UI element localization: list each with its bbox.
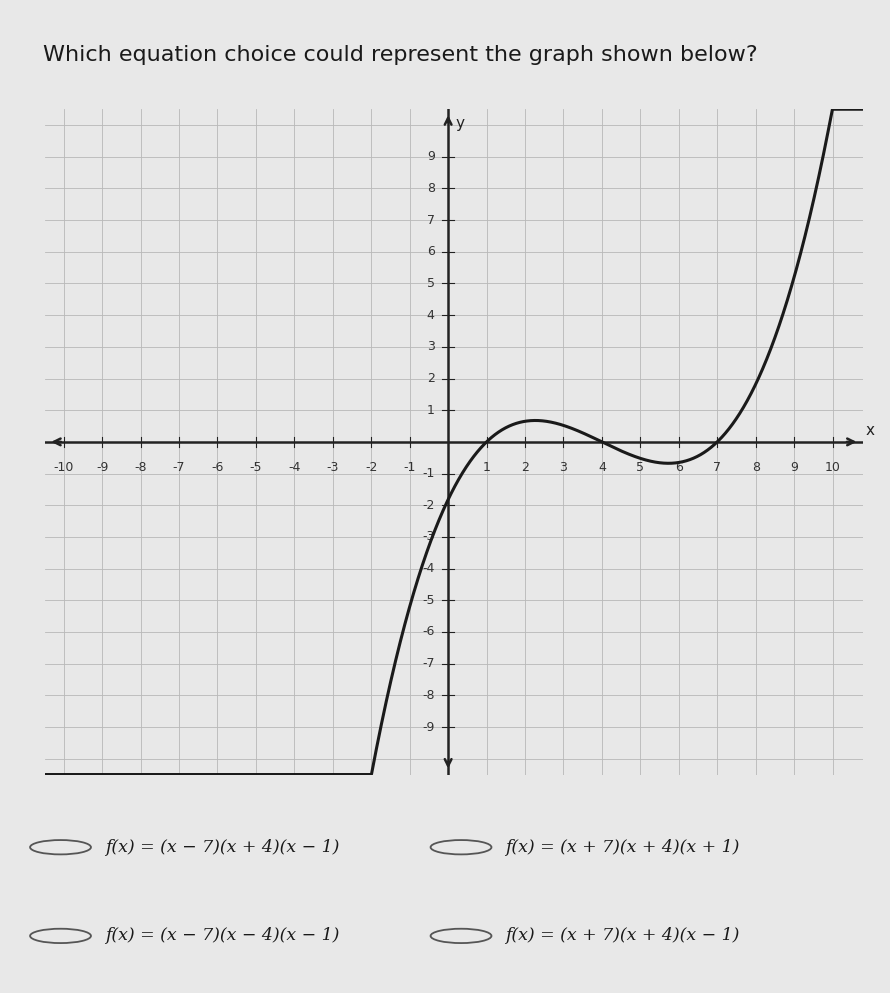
Text: -7: -7 (422, 657, 434, 670)
Text: 10: 10 (825, 461, 840, 474)
Text: -6: -6 (211, 461, 223, 474)
Text: 4: 4 (598, 461, 606, 474)
Text: -2: -2 (422, 498, 434, 511)
Text: -10: -10 (53, 461, 74, 474)
Text: 1: 1 (482, 461, 490, 474)
Text: f(x) = (x + 7)(x + 4)(x + 1): f(x) = (x + 7)(x + 4)(x + 1) (506, 839, 740, 856)
Text: 9: 9 (790, 461, 798, 474)
Text: -5: -5 (422, 594, 434, 607)
Text: -9: -9 (422, 721, 434, 734)
Text: 2: 2 (427, 372, 434, 385)
Text: -3: -3 (422, 530, 434, 543)
Text: -1: -1 (403, 461, 416, 474)
Text: -8: -8 (422, 689, 434, 702)
Text: -4: -4 (422, 562, 434, 575)
Text: -7: -7 (173, 461, 185, 474)
Text: -1: -1 (422, 467, 434, 480)
Text: f(x) = (x + 7)(x + 4)(x − 1): f(x) = (x + 7)(x + 4)(x − 1) (506, 927, 740, 944)
Text: -6: -6 (422, 626, 434, 638)
Text: 8: 8 (426, 182, 434, 195)
Text: -4: -4 (288, 461, 301, 474)
Text: 7: 7 (426, 213, 434, 226)
Text: 8: 8 (752, 461, 760, 474)
Text: 9: 9 (427, 150, 434, 163)
Text: -3: -3 (327, 461, 339, 474)
Text: Which equation choice could represent the graph shown below?: Which equation choice could represent th… (44, 45, 758, 65)
Text: 1: 1 (427, 404, 434, 417)
Text: -9: -9 (96, 461, 109, 474)
Text: 6: 6 (675, 461, 683, 474)
Text: 5: 5 (426, 277, 434, 290)
Text: 2: 2 (521, 461, 529, 474)
Text: 6: 6 (427, 245, 434, 258)
Text: -2: -2 (365, 461, 377, 474)
Text: f(x) = (x − 7)(x + 4)(x − 1): f(x) = (x − 7)(x + 4)(x − 1) (105, 839, 339, 856)
Text: 3: 3 (560, 461, 568, 474)
Text: -5: -5 (250, 461, 263, 474)
Text: -8: -8 (134, 461, 147, 474)
Text: y: y (455, 115, 465, 130)
Text: 7: 7 (713, 461, 721, 474)
Text: 3: 3 (427, 341, 434, 354)
Text: f(x) = (x − 7)(x − 4)(x − 1): f(x) = (x − 7)(x − 4)(x − 1) (105, 927, 339, 944)
Text: 4: 4 (427, 309, 434, 322)
Text: x: x (865, 423, 874, 438)
Text: 5: 5 (636, 461, 644, 474)
